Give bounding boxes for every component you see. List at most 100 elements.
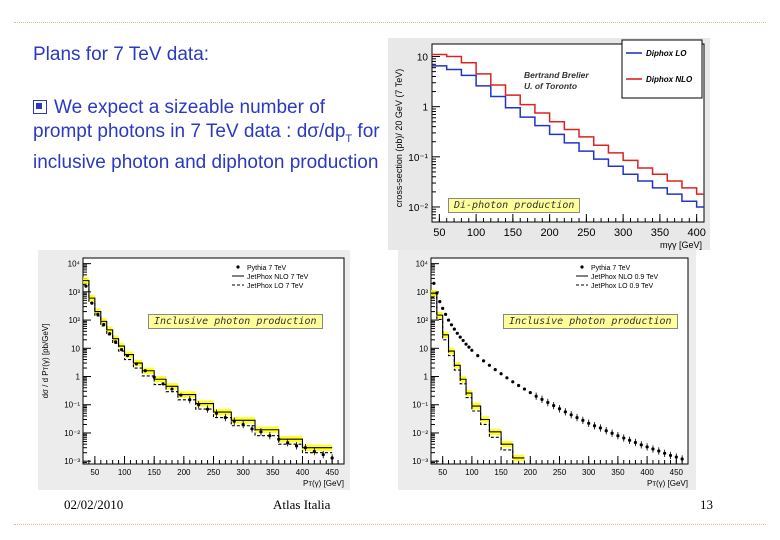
pythia-point	[84, 284, 88, 288]
pythia-point	[277, 437, 281, 441]
legend-label: Diphox NLO	[646, 75, 693, 84]
bullet-point: We expect a sizeable number of prompt ph…	[33, 96, 383, 175]
pythia-point	[441, 306, 445, 310]
y-tick-label: 1	[422, 103, 428, 114]
x-tick-label: 50	[433, 227, 445, 239]
x-axis-label: Pᴛ(γ) [GeV]	[647, 479, 688, 488]
pythia-point	[522, 387, 527, 391]
pythia-point	[268, 434, 272, 438]
legend-marker	[580, 265, 584, 269]
pythia-point	[321, 453, 325, 457]
pythia-point	[534, 394, 538, 398]
pythia-point	[616, 434, 620, 438]
y-axis-label: dσ / d Pᴛ(γ) [pb/GeV]	[41, 324, 50, 399]
pythia-point	[467, 345, 471, 349]
x-tick-label: 150	[504, 227, 522, 239]
y-tick-label: 10⁻³	[412, 457, 428, 466]
x-tick-label: 250	[207, 468, 221, 477]
pythia-point	[108, 332, 112, 336]
x-tick-label: 400	[296, 468, 310, 477]
x-tick-label: 350	[651, 227, 669, 239]
caption-inclusive-left: Inclusive photon production	[148, 314, 323, 329]
bullet-text-tail: for inclusive photon and diphoton produc…	[33, 121, 380, 173]
pythia-point	[563, 410, 567, 414]
pythia-point	[461, 338, 465, 343]
inclusive-photon-chart-left: 10⁴ 10³ 10² 10 1 10⁻¹ 10⁻² 10⁻³ 50 100 150 200 250 30…	[38, 250, 350, 490]
y-tick-label: 10⁴	[68, 260, 81, 269]
checkbox-bullet-icon	[33, 100, 47, 114]
pythia-point	[587, 421, 591, 425]
pythia-point	[458, 335, 462, 339]
pythia-point	[312, 449, 316, 454]
pythia-point	[639, 443, 643, 447]
pythia-point	[575, 416, 579, 420]
y-tick-label: 10⁻³	[64, 457, 80, 466]
y-tick-label: 10⁻¹	[412, 401, 428, 410]
y-tick-label: 1	[424, 373, 429, 382]
pythia-point	[96, 312, 100, 316]
pythia-point	[657, 449, 661, 453]
x-tick-label: 450	[670, 468, 684, 477]
x-tick-label: 50	[438, 468, 447, 477]
pythia-point	[286, 441, 290, 445]
series-diphox-nlo	[432, 53, 704, 195]
pythia-point	[432, 281, 436, 285]
pythia-point	[455, 331, 459, 335]
plot-frame	[82, 257, 345, 465]
y-tick-label: 10³	[416, 288, 428, 297]
inclusive-photon-chart-right: 10⁴ 10³ 10² 10 1 10⁻¹ 10⁻² 10⁻³ 50 100 150 200 250 30…	[398, 250, 696, 490]
pythia-point	[143, 369, 147, 373]
y-tick-label: 10	[417, 53, 429, 64]
y-tick-label: 10⁻²	[412, 429, 428, 438]
pythia-point	[668, 453, 673, 458]
pythia-point	[294, 444, 299, 448]
pythia-point	[476, 354, 480, 358]
x-tick-label: 200	[177, 468, 191, 477]
pythia-point	[511, 380, 515, 384]
pythia-point	[663, 451, 667, 455]
pythia-point	[627, 438, 632, 442]
pythia-point	[449, 323, 454, 327]
y-tick-label: 10³	[68, 288, 80, 297]
pythia-point	[592, 424, 597, 428]
legend-label: Pythia 7 TeV	[591, 265, 631, 272]
plot-frame	[430, 257, 689, 465]
jetphox-lo-histogram	[83, 284, 333, 454]
y-tick-label: 10²	[416, 316, 428, 325]
pythia-point	[481, 359, 486, 363]
pythia-point	[674, 455, 678, 459]
pythia-point	[330, 456, 334, 460]
y-tick-label: 1	[76, 373, 81, 382]
bullet-text-subscript: T	[345, 132, 353, 145]
x-tick-label: 150	[148, 468, 162, 477]
pythia-point	[581, 418, 585, 422]
pythia-point	[444, 312, 448, 316]
y-tick-label: 10⁻²	[64, 429, 80, 438]
jetphox-lo-histogram	[431, 296, 525, 465]
pythia-point	[241, 422, 245, 427]
pythia-point	[546, 400, 550, 405]
pythia-point	[303, 446, 308, 450]
legend-marker	[236, 265, 240, 269]
pythia-point	[446, 318, 451, 322]
legend-label: Pythia 7 TeV	[247, 265, 287, 272]
pythia-point	[464, 342, 468, 346]
pythia-point	[114, 340, 118, 344]
caption-inclusive-right: Inclusive photon production	[503, 314, 678, 329]
y-tick-label: 10⁴	[416, 260, 429, 269]
page-number: 13	[700, 497, 713, 512]
y-axis-label: cross-section (pb)/ 20 GeV (7 TeV)	[394, 69, 404, 207]
x-tick-label: 300	[236, 468, 250, 477]
x-tick-label: 250	[553, 468, 567, 477]
pythia-point	[633, 440, 638, 445]
pythia-point	[214, 411, 219, 415]
pythia-point	[610, 431, 614, 435]
pythia-point	[470, 348, 474, 352]
footer-center-text: Atlas Italia	[273, 497, 331, 512]
annotation-text: U. of Toronto	[524, 81, 577, 91]
x-tick-label: 450	[325, 468, 339, 477]
pythia-point	[223, 416, 227, 420]
legend-label: Diphox LO	[646, 49, 687, 58]
pythia-point	[125, 354, 130, 358]
